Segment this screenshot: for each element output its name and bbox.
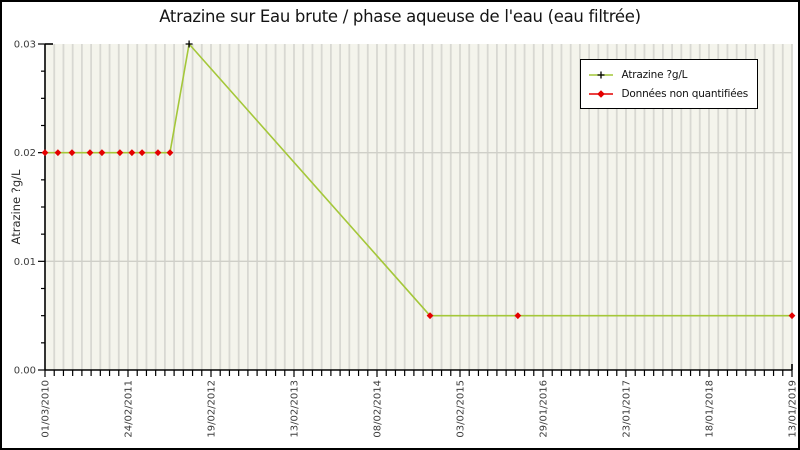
non-quantified-point-marker [116,149,124,157]
quantified-point-marker [185,40,193,48]
x-tick-label: 03/02/2015 [456,380,467,438]
legend: Atrazine ?g/L Données non quantifiées [579,59,758,109]
non-quantified-point-marker [128,149,136,157]
x-tick-label: 23/01/2017 [622,380,633,438]
legend-item-atrazine: Atrazine ?g/L [587,65,748,84]
non-quantified-point-marker [514,312,522,320]
y-axis-labels: 0.00 0.01 0.02 0.03 [14,40,36,377]
data-point-markers [41,40,796,320]
atrazine-series-marker-icon [588,71,613,78]
non-quantified-point-marker [86,149,94,157]
y-tick-label: 0.03 [14,40,36,51]
non-quantified-point-marker [166,149,174,157]
non-quantified-point-marker [426,312,434,320]
y-tick-label: 0.02 [14,148,36,159]
x-tick-label: 01/03/2010 [41,380,52,438]
non-quantified-point-marker [68,149,76,157]
y-tick-label: 0.01 [14,257,36,268]
x-tick-label: 13/02/2013 [290,380,301,438]
x-tick-label: 29/01/2016 [539,380,550,438]
axes [44,43,793,371]
non-quantified-point-marker [138,149,146,157]
non-quantified-marker-icon [588,89,613,98]
x-axis-ticks [44,370,793,377]
x-tick-label: 24/02/2011 [124,380,135,438]
non-quantified-point-marker [54,149,62,157]
non-quantified-point-marker [98,149,106,157]
x-tick-label: 19/02/2012 [207,380,218,438]
chart-title: Atrazine sur Eau brute / phase aqueuse d… [159,7,641,26]
non-quantified-point-marker [41,149,49,157]
x-tick-label: 08/02/2014 [373,380,384,438]
non-quantified-point-marker [788,312,796,320]
x-axis-labels: 01/03/2010 24/02/2011 19/02/2012 13/02/2013… [41,380,799,438]
legend-label-atrazine: Atrazine ?g/L [621,68,688,81]
non-quantified-point-marker [154,149,162,157]
legend-item-non-quantifiees: Données non quantifiées [587,84,748,103]
legend-label-non-quantifiees: Données non quantifiées [621,87,749,100]
x-tick-label: 13/01/2019 [788,380,799,438]
x-tick-label: 18/01/2018 [705,380,716,438]
y-axis-ticks [38,43,45,371]
y-tick-label: 0.00 [14,366,36,377]
